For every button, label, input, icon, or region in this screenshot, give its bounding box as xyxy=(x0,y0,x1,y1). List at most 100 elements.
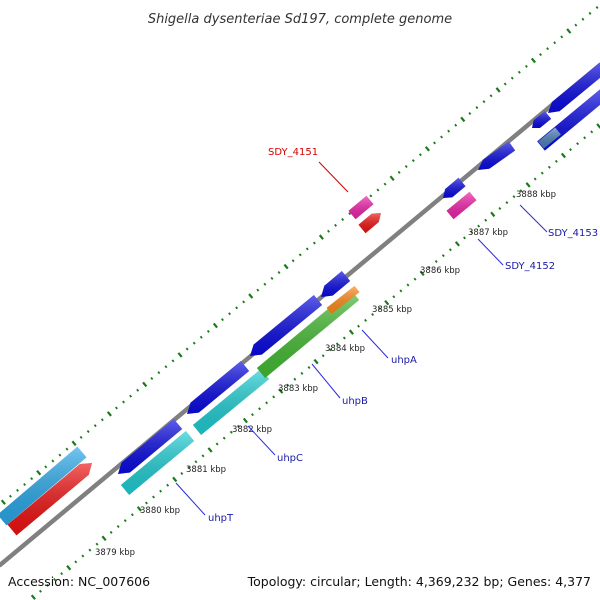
genome-summary: Topology: circular; Length: 4,369,232 bp… xyxy=(247,574,591,589)
tick-mark-minor xyxy=(251,413,254,417)
tick-mark-minor xyxy=(166,483,170,487)
tick-mark-minor xyxy=(503,82,507,86)
tick-mark-minor xyxy=(348,212,352,216)
tick-mark-minor xyxy=(23,483,27,487)
tick-mark-minor xyxy=(215,442,219,446)
tick-mark-minor xyxy=(65,447,69,451)
tick-mark-minor xyxy=(404,164,408,168)
tick-mark-minor xyxy=(95,542,99,546)
tick-mark-minor xyxy=(434,259,438,263)
tick-mark-major xyxy=(278,388,284,394)
tick-mark-minor xyxy=(539,53,542,57)
scale-label: 3879 kbp xyxy=(95,548,135,558)
tick-mark-major xyxy=(490,211,496,218)
tick-mark-minor xyxy=(81,554,85,558)
gene-label-sdy-4153[interactable]: SDY_4153 xyxy=(548,228,598,239)
feature-uhpa[interactable] xyxy=(326,285,360,315)
tick-mark-minor xyxy=(590,130,594,134)
feature-sdy-4153[interactable] xyxy=(478,141,516,170)
tick-mark-minor xyxy=(44,465,48,469)
tick-mark-minor xyxy=(475,106,479,110)
scale-label: 3885 kbp xyxy=(372,305,412,315)
tick-mark-major xyxy=(101,535,107,542)
gene-label-uhpa[interactable]: uhpA xyxy=(391,355,417,366)
feature-red-left[interactable] xyxy=(7,463,93,536)
tick-mark-minor xyxy=(206,329,210,333)
feature-blue-uhpa-upper[interactable] xyxy=(321,271,351,297)
tick-mark-major xyxy=(30,594,36,600)
gene-label-uhpc[interactable]: uhpC xyxy=(277,453,303,464)
tick-mark-major xyxy=(495,87,501,93)
tick-mark-minor xyxy=(406,283,410,287)
tick-mark-minor xyxy=(286,383,290,387)
tick-mark-minor xyxy=(159,489,163,493)
tick-mark-minor xyxy=(199,335,203,339)
feature-sdy-4152[interactable] xyxy=(446,191,477,220)
tick-mark-major xyxy=(172,476,178,483)
tick-mark-minor xyxy=(256,288,260,292)
tick-mark-minor xyxy=(470,230,474,234)
feature-blue-uhpt-upper[interactable] xyxy=(118,419,183,474)
scale-label: 3887 kbp xyxy=(468,228,508,238)
tick-mark-minor xyxy=(498,206,502,210)
tick-mark-minor xyxy=(192,341,196,345)
label-leaders xyxy=(175,161,548,516)
tick-mark-minor xyxy=(46,583,49,587)
tick-mark-minor xyxy=(74,560,78,564)
gene-label-uhpb[interactable]: uhpB xyxy=(342,396,368,407)
feature-steel-small[interactable] xyxy=(538,127,561,149)
feature-blue-topright[interactable] xyxy=(548,61,600,113)
tick-mark-major xyxy=(71,440,77,447)
tick-mark-minor xyxy=(448,248,452,252)
feature-red-4151[interactable] xyxy=(358,213,381,234)
feature-uhpc[interactable] xyxy=(192,368,270,436)
leader-sdy-4152 xyxy=(477,238,504,266)
tick-mark-minor xyxy=(53,578,57,582)
tick-mark-minor xyxy=(116,525,120,529)
tick-mark-minor xyxy=(447,129,451,133)
tick-mark-minor xyxy=(221,318,224,322)
scale-label: 3881 kbp xyxy=(186,465,226,475)
tick-mark-minor xyxy=(378,307,382,311)
feature-blue-uhpc-upper[interactable] xyxy=(187,360,250,414)
feature-blue-4152[interactable] xyxy=(443,177,466,198)
tick-mark-minor xyxy=(164,365,168,369)
tick-mark-minor xyxy=(505,201,509,205)
feature-uhpt[interactable] xyxy=(120,431,195,495)
tick-mark-minor xyxy=(185,347,189,351)
feature-skyblue-left[interactable] xyxy=(0,446,87,526)
tick-mark-minor xyxy=(270,276,274,280)
tick-mark-minor xyxy=(229,430,233,434)
tick-mark-minor xyxy=(123,519,127,523)
feature-blue-small[interactable] xyxy=(532,111,552,128)
tick-mark-minor xyxy=(540,171,544,175)
tick-mark-minor xyxy=(298,253,302,257)
tick-mark-minor xyxy=(517,70,521,74)
tick-mark-minor xyxy=(411,159,415,163)
tick-mark-minor xyxy=(553,41,557,45)
gene-label-uhpt[interactable]: uhpT xyxy=(208,513,234,524)
tick-mark-major xyxy=(424,146,430,152)
tick-mark-major xyxy=(248,293,254,299)
leader-sdy-4151 xyxy=(318,161,349,193)
tick-mark-minor xyxy=(342,336,346,340)
tick-mark-minor xyxy=(16,488,19,492)
tick-mark-minor xyxy=(512,195,516,199)
tick-mark-major xyxy=(242,417,248,424)
tick-mark-minor xyxy=(341,217,345,221)
feature-blue-uhpb-upper[interactable] xyxy=(250,294,323,356)
tick-mark-minor xyxy=(489,94,493,98)
gene-label-sdy-4151[interactable]: SDY_4151 xyxy=(268,147,318,158)
tick-mark-minor xyxy=(383,182,387,186)
tick-mark-major xyxy=(525,182,531,188)
tick-mark-minor xyxy=(441,254,445,258)
tick-mark-major xyxy=(313,358,319,365)
tick-mark-minor xyxy=(187,466,191,470)
tick-mark-minor xyxy=(88,548,92,552)
feature-sdy-4151[interactable] xyxy=(348,195,374,220)
gene-label-sdy-4152[interactable]: SDY_4152 xyxy=(505,261,555,272)
tick-mark-minor xyxy=(8,494,12,498)
tick-mark-minor xyxy=(293,377,297,381)
tick-mark-minor xyxy=(334,223,338,227)
